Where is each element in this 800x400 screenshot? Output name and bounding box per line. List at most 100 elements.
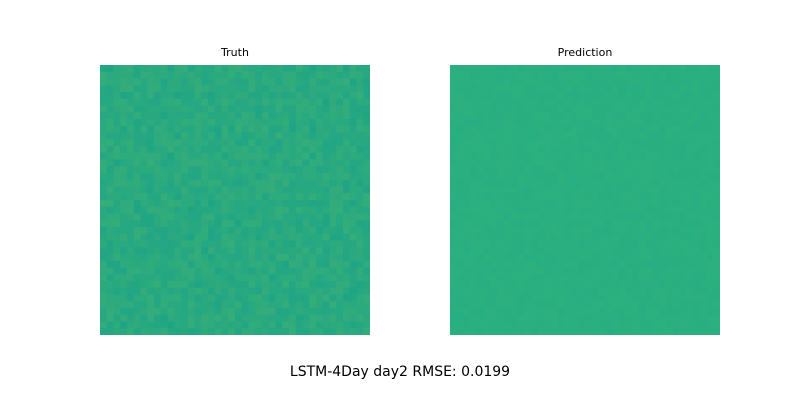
truth-heatmap-cell bbox=[100, 233, 108, 242]
prediction-heatmap-cell bbox=[558, 200, 566, 208]
truth-heatmap-cell bbox=[235, 159, 243, 167]
truth-heatmap-cell bbox=[140, 146, 148, 154]
prediction-heatmap-cell bbox=[517, 274, 525, 282]
truth-heatmap-cell bbox=[275, 308, 283, 316]
prediction-heatmap-cell bbox=[632, 267, 640, 275]
truth-heatmap-cell bbox=[113, 98, 121, 107]
prediction-heatmap-cell bbox=[564, 206, 573, 215]
truth-heatmap-cell bbox=[100, 321, 108, 329]
truth-heatmap-cell bbox=[322, 260, 331, 269]
truth-heatmap-cell bbox=[194, 85, 202, 93]
prediction-heatmap-cell bbox=[618, 301, 627, 309]
truth-heatmap-cell bbox=[262, 294, 270, 302]
truth-heatmap-cell bbox=[302, 301, 310, 309]
truth-heatmap-cell bbox=[154, 227, 162, 235]
truth-heatmap-cell bbox=[106, 186, 115, 194]
truth-heatmap-cell bbox=[214, 92, 223, 100]
prediction-heatmap-cell bbox=[564, 71, 573, 80]
prediction-heatmap-cell bbox=[605, 247, 613, 255]
truth-heatmap-cell bbox=[133, 152, 142, 161]
truth-heatmap-cell bbox=[147, 294, 155, 302]
prediction-heatmap-cell bbox=[558, 281, 566, 289]
prediction-heatmap-cell bbox=[591, 92, 600, 100]
prediction-heatmap-cell bbox=[679, 179, 687, 188]
prediction-heatmap-cell bbox=[558, 267, 566, 275]
truth-heatmap-cell bbox=[248, 152, 256, 161]
prediction-heatmap-cell bbox=[510, 179, 519, 188]
prediction-heatmap-cell bbox=[652, 206, 660, 215]
prediction-heatmap-cell bbox=[510, 200, 519, 208]
truth-heatmap-cell bbox=[349, 294, 358, 302]
prediction-heatmap-cell bbox=[571, 179, 579, 188]
prediction-heatmap-cell bbox=[652, 173, 660, 181]
prediction-heatmap-cell bbox=[666, 301, 674, 309]
prediction-heatmap-cell bbox=[558, 193, 566, 201]
truth-heatmap-cell bbox=[289, 98, 297, 107]
truth-heatmap-cell bbox=[302, 213, 310, 221]
prediction-heatmap-cell bbox=[625, 267, 633, 275]
truth-heatmap-cell bbox=[127, 321, 135, 329]
truth-heatmap-cell bbox=[241, 65, 250, 73]
truth-heatmap-cell bbox=[154, 233, 162, 242]
truth-heatmap-cell bbox=[309, 179, 317, 188]
truth-heatmap-cell bbox=[167, 193, 175, 201]
truth-heatmap-cell bbox=[282, 98, 290, 107]
prediction-heatmap-cell bbox=[672, 139, 681, 147]
prediction-heatmap-cell bbox=[564, 139, 573, 147]
truth-heatmap-cell bbox=[289, 227, 297, 235]
prediction-heatmap-cell bbox=[470, 220, 478, 228]
prediction-heatmap-cell bbox=[578, 179, 586, 188]
truth-heatmap-cell bbox=[167, 65, 175, 73]
prediction-heatmap-cell bbox=[450, 92, 458, 100]
prediction-heatmap-cell bbox=[504, 179, 512, 188]
prediction-heatmap-cell bbox=[450, 213, 458, 221]
truth-heatmap-cell bbox=[268, 159, 277, 167]
truth-heatmap-cell bbox=[154, 193, 162, 201]
prediction-heatmap-cell bbox=[679, 146, 687, 154]
truth-heatmap-cell bbox=[268, 78, 277, 86]
truth-heatmap-cell bbox=[100, 294, 108, 302]
truth-heatmap-cell bbox=[282, 247, 290, 255]
truth-heatmap-cell bbox=[187, 132, 196, 140]
prediction-heatmap-cell bbox=[652, 98, 660, 107]
truth-heatmap-cell bbox=[133, 139, 142, 147]
truth-heatmap-cell bbox=[356, 112, 364, 120]
truth-heatmap-cell bbox=[194, 321, 202, 329]
prediction-heatmap-cell bbox=[693, 254, 701, 262]
prediction-heatmap-cell bbox=[591, 159, 600, 167]
prediction-heatmap-cell bbox=[477, 105, 485, 113]
prediction-heatmap-cell bbox=[490, 200, 498, 208]
truth-heatmap-cell bbox=[214, 227, 223, 235]
prediction-heatmap-cell bbox=[585, 92, 593, 100]
prediction-heatmap-cell bbox=[524, 213, 532, 221]
prediction-heatmap-cell bbox=[699, 146, 708, 154]
truth-heatmap-cell bbox=[336, 254, 344, 262]
prediction-heatmap-cell bbox=[598, 274, 606, 282]
prediction-heatmap-cell bbox=[625, 240, 633, 248]
prediction-heatmap-cell bbox=[598, 78, 606, 86]
truth-heatmap-cell bbox=[194, 254, 202, 262]
truth-heatmap-cell bbox=[127, 314, 135, 323]
prediction-heatmap-cell bbox=[591, 301, 600, 309]
prediction-heatmap-cell bbox=[551, 274, 559, 282]
truth-heatmap-cell bbox=[214, 206, 223, 215]
truth-heatmap-cell bbox=[241, 254, 250, 262]
prediction-heatmap-cell bbox=[504, 227, 512, 235]
prediction-heatmap-cell bbox=[477, 65, 485, 73]
prediction-heatmap-cell bbox=[625, 92, 633, 100]
truth-heatmap-cell bbox=[154, 125, 162, 134]
prediction-heatmap-cell bbox=[672, 98, 681, 107]
prediction-heatmap-cell bbox=[585, 247, 593, 255]
prediction-heatmap-cell bbox=[639, 186, 647, 194]
truth-heatmap-cell bbox=[248, 233, 256, 242]
truth-heatmap-cell bbox=[120, 173, 128, 181]
prediction-heatmap-cell bbox=[537, 254, 546, 262]
truth-heatmap-cell bbox=[100, 220, 108, 228]
truth-heatmap-cell bbox=[113, 227, 121, 235]
truth-heatmap-cell bbox=[201, 328, 209, 335]
truth-heatmap-cell bbox=[363, 159, 370, 167]
prediction-heatmap-cell bbox=[517, 240, 525, 248]
truth-heatmap-cell bbox=[113, 159, 121, 167]
truth-heatmap-cell bbox=[295, 92, 304, 100]
prediction-heatmap-cell bbox=[645, 193, 654, 201]
